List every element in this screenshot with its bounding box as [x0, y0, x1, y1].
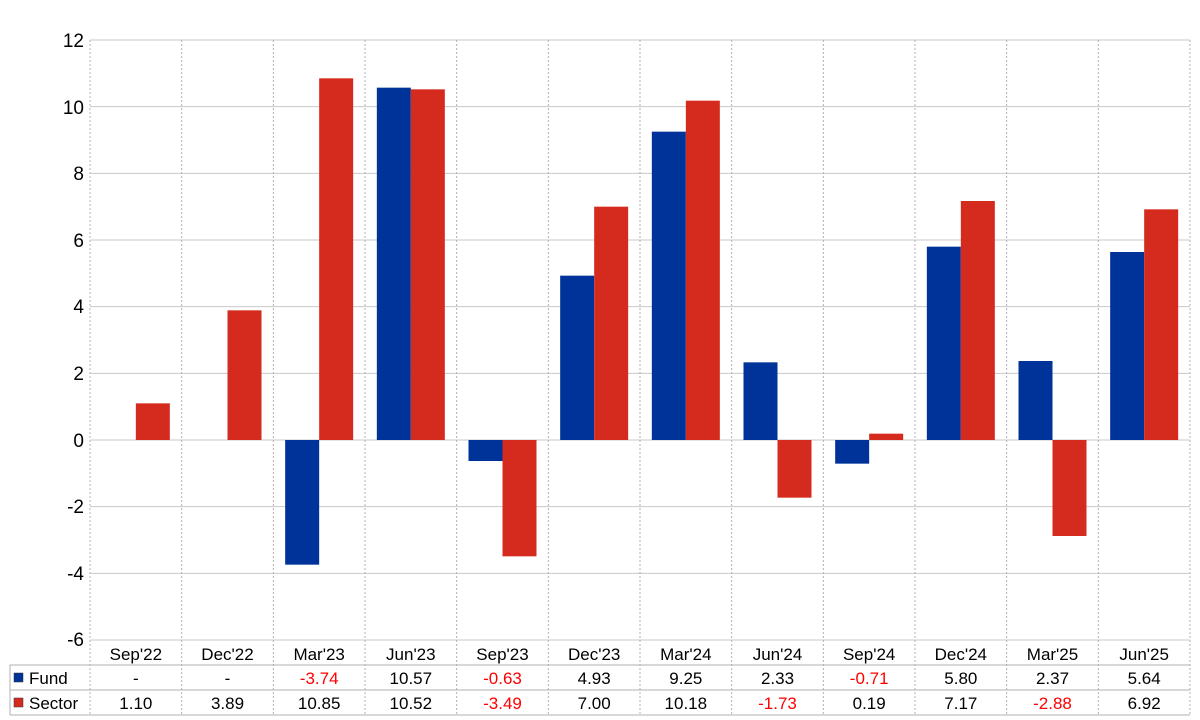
legend-sector: Sector: [13, 694, 78, 713]
x-tick-label: Sep'22: [110, 645, 162, 664]
legend-sector-label: Sector: [29, 694, 78, 713]
y-tick-label: -6: [67, 630, 84, 651]
bar-fund: [835, 440, 870, 464]
y-tick-label: 8: [73, 164, 84, 185]
bar-fund: [1110, 252, 1145, 440]
bar-sector: [502, 440, 537, 557]
y-tick-label: 12: [63, 31, 84, 52]
y-tick-label: 4: [73, 297, 84, 318]
data-label-sector: 7.00: [578, 694, 611, 713]
x-tick-label: Dec'23: [568, 645, 620, 664]
x-tick-label: Dec'22: [201, 645, 253, 664]
bar-sector: [1144, 209, 1179, 440]
x-tick-label: Sep'23: [476, 645, 528, 664]
data-label-fund: -: [225, 669, 231, 688]
data-label-sector: -1.73: [758, 694, 797, 713]
x-tick-label: Sep'24: [843, 645, 895, 664]
bars: [135, 78, 1179, 565]
legend-sector-swatch: [13, 697, 24, 708]
x-tick-label: Dec'24: [935, 645, 987, 664]
data-label-fund: -0.63: [483, 669, 522, 688]
bar-sector: [685, 100, 720, 441]
data-label-fund: -0.71: [850, 669, 889, 688]
bar-fund: [651, 131, 686, 440]
bar-sector: [1052, 440, 1087, 536]
y-tick-label: -4: [67, 564, 84, 585]
data-label-fund: 10.57: [390, 669, 433, 688]
data-label-fund: 5.64: [1128, 669, 1161, 688]
data-label-sector: 0.19: [853, 694, 886, 713]
x-tick-label: Mar'23: [293, 645, 344, 664]
data-label-sector: -2.88: [1033, 694, 1072, 713]
y-axis: 12 10 8 6 4 2 0 -2 -4 -6: [63, 31, 85, 651]
y-tick-label: 0: [73, 431, 84, 452]
y-tick-label: 6: [73, 231, 84, 252]
bar-fund: [376, 87, 411, 441]
data-label-fund: 2.37: [1036, 669, 1069, 688]
y-tick-label: 2: [73, 364, 84, 385]
data-label-sector: 10.52: [390, 694, 433, 713]
data-label-sector: 10.85: [298, 694, 341, 713]
data-label-sector: 6.92: [1128, 694, 1161, 713]
y-tick-label: 10: [63, 98, 84, 119]
bar-sector: [227, 310, 262, 440]
data-label-fund: 5.80: [944, 669, 977, 688]
bar-sector: [869, 433, 904, 440]
data-label-sector: -3.49: [483, 694, 522, 713]
y-tick-label: -2: [67, 497, 84, 518]
data-label-fund: -: [133, 669, 139, 688]
data-label-sector: 3.89: [211, 694, 244, 713]
bar-sector: [319, 78, 354, 440]
legend-fund-swatch: [13, 672, 24, 683]
x-tick-label: Mar'24: [660, 645, 711, 664]
data-label-fund: -3.74: [300, 669, 339, 688]
legend-fund: Fund: [13, 669, 68, 688]
bar-sector: [135, 403, 170, 440]
bar-fund: [560, 275, 595, 440]
data-label-fund: 2.33: [761, 669, 794, 688]
bar-fund: [743, 362, 778, 440]
bar-fund: [285, 440, 320, 565]
grid-lines: [9, 39, 1191, 716]
bar-fund: [468, 440, 503, 461]
data-label-fund: 4.93: [578, 669, 611, 688]
data-label-sector: 1.10: [119, 694, 152, 713]
data-label-sector: 10.18: [665, 694, 708, 713]
bar-sector: [410, 89, 445, 440]
legend-fund-label: Fund: [29, 669, 68, 688]
bar-sector: [594, 206, 629, 440]
data-table: Fund Sector Sep'22 Dec'22 Mar'23 Jun'23 Sep'…: [13, 645, 1169, 713]
bar-fund: [926, 246, 961, 440]
bar-sector: [960, 201, 995, 440]
data-label-fund: 9.25: [669, 669, 702, 688]
data-label-sector: 7.17: [944, 694, 977, 713]
bar-fund: [1018, 361, 1053, 440]
x-tick-label: Jun'25: [1119, 645, 1169, 664]
x-tick-label: Jun'24: [753, 645, 803, 664]
x-tick-label: Mar'25: [1027, 645, 1078, 664]
x-tick-label: Jun'23: [386, 645, 436, 664]
bar-sector: [777, 440, 812, 498]
